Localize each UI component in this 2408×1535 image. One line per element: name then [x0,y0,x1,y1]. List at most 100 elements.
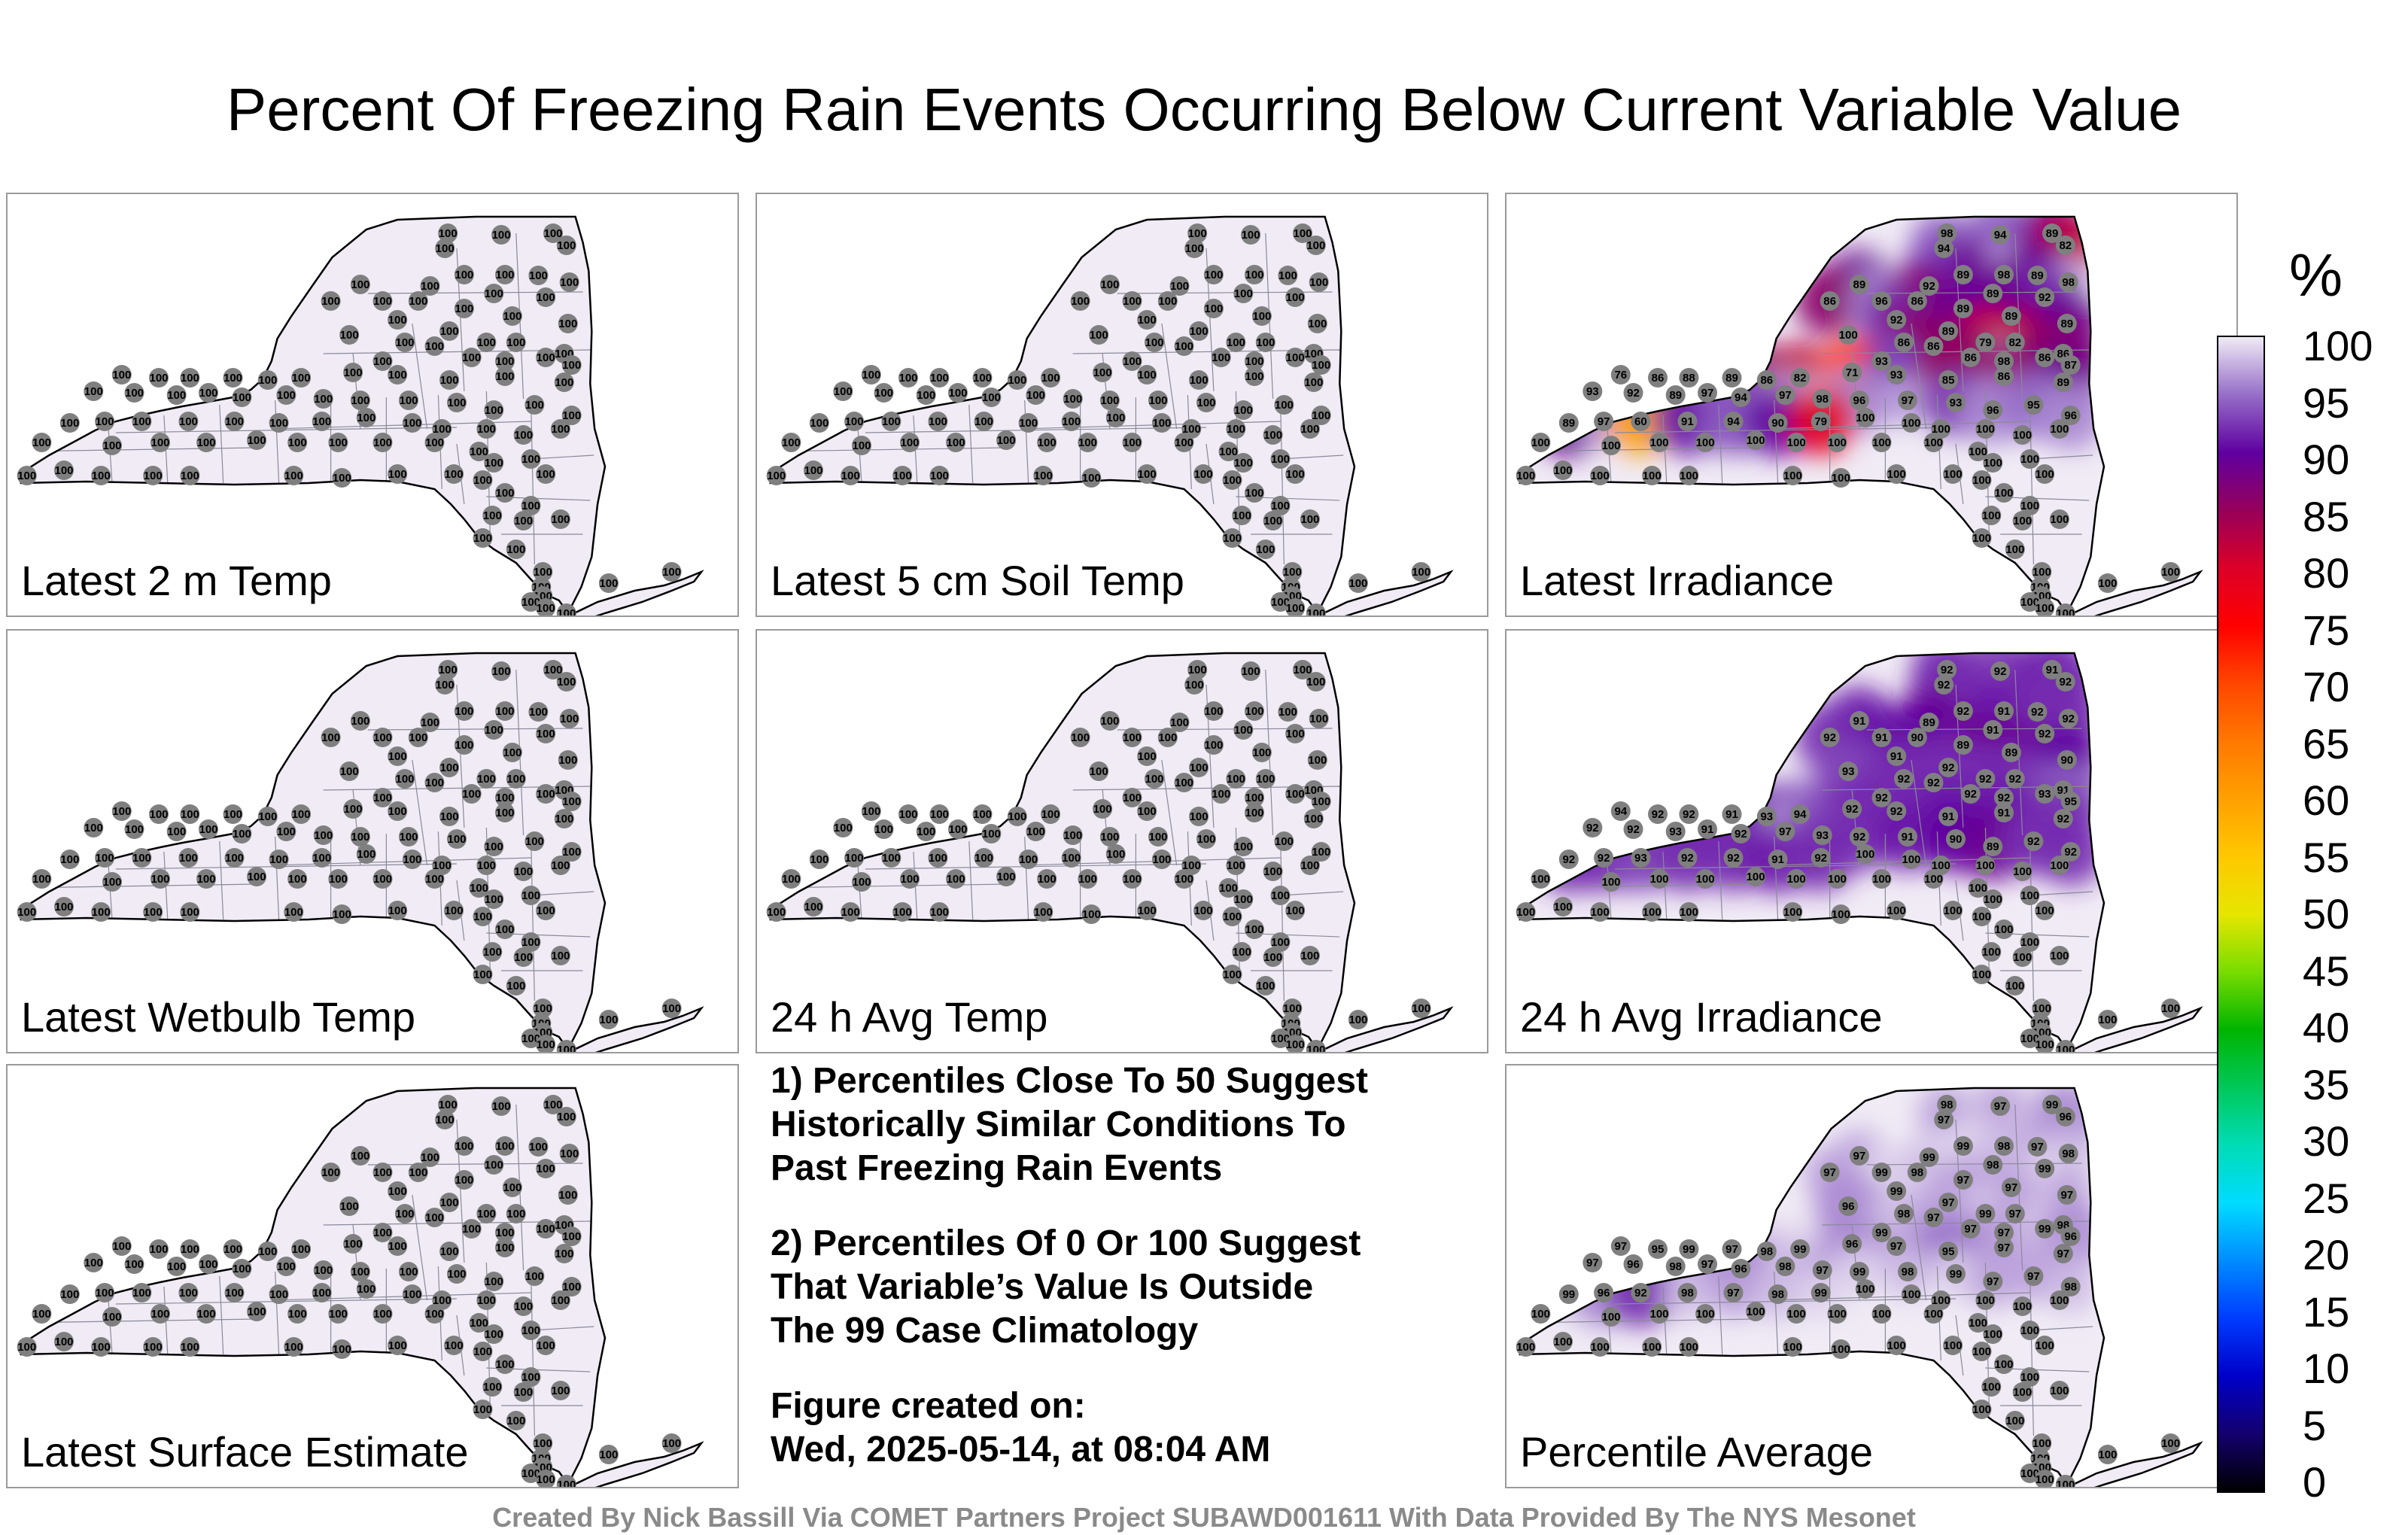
colorbar-tick: 35 [2303,1060,2350,1108]
station-marker: 100 [223,1239,243,1259]
station-value: 100 [2161,566,2180,579]
station-marker: 100 [143,466,163,485]
station-value: 93 [1950,397,1963,409]
station-value: 96 [1987,404,1999,417]
station-dot [402,850,422,869]
station-marker: 92 [1811,848,1831,868]
station-marker: 100 [1553,1332,1573,1351]
station-value: 100 [1223,968,1242,981]
station-dot [2097,1445,2118,1464]
station-marker: 98 [1894,1204,1914,1223]
station-value: 100 [1271,596,1290,609]
station-value: 100 [1591,1341,1610,1354]
station-dot [1938,1193,1959,1212]
station-marker: 96 [2060,406,2081,425]
station-value: 92 [1998,792,2011,804]
station-marker: 100 [1211,784,1231,804]
station-marker: 100 [439,807,460,826]
station-marker: 100 [1590,1337,1610,1357]
station-value: 100 [1969,445,1987,458]
station-value: 100 [1123,792,1142,804]
station-dot [513,947,534,967]
station-dot [1946,1264,1966,1284]
station-value: 100 [525,399,544,412]
station-marker: 100 [59,413,80,433]
station-marker: 100 [482,942,503,962]
station-dot [1245,701,1264,721]
station-marker: 100 [2032,999,2052,1018]
station-value: 100 [373,436,392,449]
station-dot [1583,818,1603,837]
station-marker: 100 [1184,675,1205,695]
station-value: 71 [1846,366,1859,379]
station-dot [32,869,52,889]
station-dot [1943,464,1963,484]
station-marker: 100 [1226,419,1246,439]
station-marker: 100 [1026,822,1046,841]
station-dot [232,388,252,407]
station-dot [1938,807,1959,826]
station-dot [1894,333,1914,352]
station-marker: 100 [928,848,948,868]
station-value: 100 [1982,1381,2001,1394]
station-value: 100 [1185,242,1204,255]
station-marker: 92 [1623,819,1643,839]
station-marker: 100 [469,878,489,898]
station-marker: 100 [482,506,503,525]
station-dot [332,1339,352,1359]
station-value: 100 [1245,807,1263,819]
station-dot [1898,827,1917,847]
station-marker: 100 [54,897,74,916]
station-value: 100 [1832,472,1850,485]
station-value: 97 [1727,1287,1740,1299]
station-dot [2060,355,2081,375]
station-value: 100 [543,227,562,240]
station-marker: 100 [166,385,187,405]
station-marker: 89 [1665,385,1686,405]
station-dot [328,869,348,889]
station-marker: 100 [1263,862,1283,881]
station-marker: 100 [1070,291,1090,311]
station-dot [1601,436,1621,455]
station-dot [898,804,918,824]
station-value: 100 [473,532,492,545]
station-marker: 92 [2060,842,2081,862]
station-dot [1887,1236,1907,1256]
station-marker: 100 [269,1284,289,1304]
station-value: 100 [2033,1437,2051,1450]
station-marker: 100 [339,1196,360,1216]
station-dot [1812,389,1832,409]
station-dot [1590,1337,1610,1357]
station-marker: 100 [484,284,504,303]
station-marker: 100 [2097,1010,2118,1029]
colorbar-tick: 65 [2303,719,2350,768]
station-value: 100 [521,1324,540,1337]
station-dot [1923,433,1944,452]
station-value: 100 [1245,487,1263,500]
station-dot [2060,842,2081,862]
station-marker: 100 [484,453,504,473]
station-value: 100 [340,329,359,342]
station-dot [356,1279,376,1299]
station-marker: 100 [223,804,243,824]
station-dot [536,1219,556,1239]
station-marker: 100 [1157,728,1178,747]
station-value: 100 [557,607,576,616]
station-dot [1270,496,1291,515]
station-marker: 100 [484,720,504,740]
station-dot [1665,385,1686,405]
station-dot [1649,1304,1669,1324]
station-marker: 100 [1649,433,1669,452]
station-marker: 100 [929,902,950,922]
station-value: 100 [199,387,217,400]
panel-label: Latest 5 cm Soil Temp [771,557,1184,604]
station-dot [439,758,460,777]
station-value: 100 [1078,873,1097,886]
station-dot [444,1336,464,1355]
station-dot [491,1096,512,1116]
station-dot [424,336,445,356]
station-marker: 95 [1648,1239,1668,1259]
station-marker: 94 [1990,225,2011,245]
station-value: 100 [810,417,829,430]
station-marker: 100 [1026,385,1046,405]
